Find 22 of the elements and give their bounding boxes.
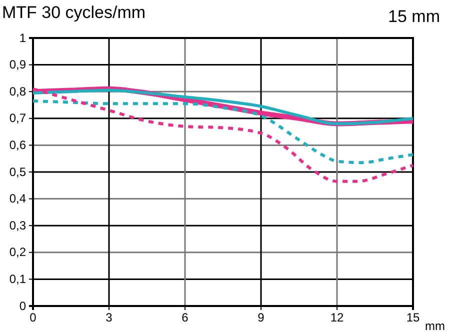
x-tick-label: 6 [182,310,189,325]
x-tick-label: 12 [330,310,344,325]
y-tick-label: 0,1 [9,272,26,286]
y-tick-label: 0,9 [9,58,26,72]
y-tick-label: 0,4 [9,192,26,206]
chart-title: MTF 30 cycles/mm [2,3,146,22]
y-tick-label: 0,6 [9,138,26,152]
y-tick-label: 0,8 [9,84,26,98]
y-tick-label: 0,5 [9,164,26,179]
y-tick-label: 0 [19,298,26,313]
x-tick-label: 15 [406,310,420,325]
x-tick-label: 9 [258,310,265,325]
x-tick-label: 3 [106,310,113,325]
line-series [32,87,414,183]
x-axis-title: mm [425,319,445,333]
y-tick-label: 0,3 [9,218,26,232]
y-tick-label: 0,2 [9,245,26,260]
y-tick-label: 0,7 [9,111,26,126]
x-tick-label: 0 [30,310,37,325]
chart-subtitle: 15 mm [388,7,440,26]
line-series [32,99,414,164]
y-tick-label: 1 [19,30,26,45]
